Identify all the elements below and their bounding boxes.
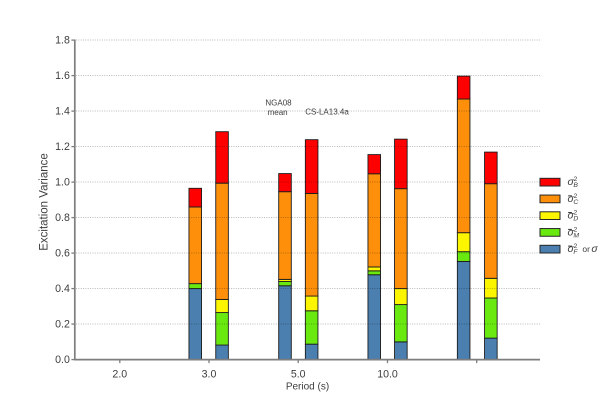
svg-text:Excitation Variance: Excitation Variance (38, 153, 50, 251)
svg-text:1.0: 1.0 (55, 177, 70, 189)
svg-text:1.6: 1.6 (55, 70, 70, 82)
svg-text:σ: σ (568, 226, 575, 238)
svg-text:10.0: 10.0 (377, 368, 398, 380)
svg-text:2.0: 2.0 (112, 368, 127, 380)
svg-text:NGA08: NGA08 (265, 98, 292, 107)
svg-text:M: M (573, 232, 579, 239)
svg-text:F: F (573, 249, 578, 256)
svg-text:2: 2 (574, 176, 578, 183)
svg-text:Period (s): Period (s) (286, 381, 329, 392)
svg-text:B: B (573, 182, 578, 189)
svg-text:σ: σ (568, 193, 575, 205)
svg-text:D: D (573, 216, 578, 223)
svg-text:2: 2 (574, 210, 578, 217)
svg-text:σ: σ (568, 176, 575, 188)
svg-text:1.2: 1.2 (55, 141, 70, 153)
svg-text:0.0: 0.0 (55, 354, 70, 366)
svg-text:5.0: 5.0 (291, 368, 306, 380)
svg-text:σ: σ (591, 243, 598, 255)
svg-text:0.6: 0.6 (55, 248, 70, 260)
svg-text:CS-LA13.4a: CS-LA13.4a (305, 108, 349, 117)
svg-text:σ: σ (568, 243, 575, 255)
svg-text:0.4: 0.4 (55, 283, 70, 295)
svg-text:or: or (582, 244, 590, 254)
svg-text:σ: σ (568, 210, 575, 222)
svg-text:0.2: 0.2 (55, 319, 70, 331)
svg-text:2: 2 (574, 193, 578, 200)
svg-text:mean: mean (268, 108, 288, 117)
svg-text:0.8: 0.8 (55, 212, 70, 224)
svg-text:1.8: 1.8 (55, 35, 70, 47)
svg-text:1.4: 1.4 (55, 106, 70, 118)
svg-text:C: C (573, 199, 578, 206)
svg-text:2: 2 (574, 243, 578, 250)
svg-text:2: 2 (574, 226, 578, 233)
svg-text:3.0: 3.0 (202, 368, 217, 380)
